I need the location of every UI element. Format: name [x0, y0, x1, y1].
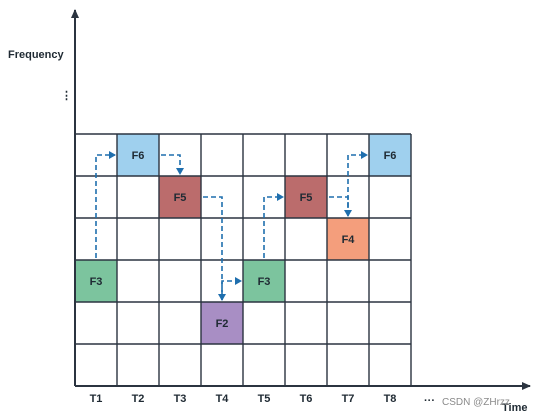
y-axis-label: Frequency — [8, 49, 65, 61]
hop-transition-arrow — [347, 151, 368, 216]
time-tick-label: T2 — [132, 393, 145, 405]
time-tick-label: T7 — [342, 393, 355, 405]
hop-cell-6 — [285, 176, 327, 218]
hop-cell-8 — [369, 134, 411, 176]
time-tick-label: T3 — [174, 393, 187, 405]
hop-cell-label: F2 — [216, 318, 229, 330]
hop-cell-label: F3 — [258, 276, 271, 288]
axes — [71, 9, 531, 390]
hop-cell-3 — [159, 176, 201, 218]
hop-transition-arrow — [161, 154, 184, 175]
hop-transition-arrow — [95, 151, 116, 258]
hop-cell-7 — [327, 218, 369, 260]
x-axis-label: Time — [502, 402, 527, 414]
hop-cell-label: F6 — [384, 150, 397, 162]
hop-transition-arrow — [221, 277, 242, 300]
time-tick-label: T4 — [216, 393, 230, 405]
hop-path — [95, 151, 368, 301]
watermark: CSDN @ZHrzz — [442, 397, 510, 408]
time-tick-label: T5 — [258, 393, 271, 405]
y-axis-ellipsis: ⋮ — [61, 90, 72, 102]
hop-cell-1 — [75, 260, 117, 302]
hop-cells: F3 F6 F5 F2 F3 F5 F4 F6 — [75, 134, 411, 344]
hop-cell-2 — [117, 134, 159, 176]
hop-transition-arrow — [203, 196, 226, 301]
time-tick-label: T6 — [300, 393, 313, 405]
hop-cell-5 — [243, 260, 285, 302]
x-axis-ellipsis: ··· — [424, 395, 435, 407]
hop-cell-label: F5 — [174, 192, 187, 204]
hop-transition-arrow — [329, 196, 352, 217]
time-tick-label: T1 — [90, 393, 103, 405]
hop-transition-arrow — [263, 193, 284, 258]
hop-cell-label: F6 — [132, 150, 145, 162]
hop-cell-label: F4 — [342, 234, 356, 246]
hop-cell-label: F3 — [90, 276, 103, 288]
time-tick-labels: T1 T2 T3 T4 T5 T6 T7 T8 — [90, 393, 397, 405]
hop-cell-label: F5 — [300, 192, 313, 204]
time-tick-label: T8 — [384, 393, 397, 405]
hop-cell-4 — [201, 302, 243, 344]
